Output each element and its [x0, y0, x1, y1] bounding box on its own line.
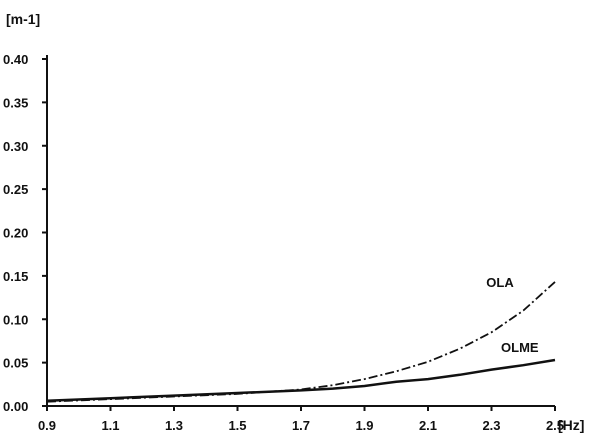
x-tick-label: 1.5: [228, 418, 246, 433]
axes: [46, 55, 555, 407]
x-ticks: 0.9 1.1 1.3 1.5 1.7 1.9 2.1 2.3 2.5: [38, 406, 564, 433]
x-tick-label: 1.1: [101, 418, 119, 433]
x-tick-label: 1.7: [292, 418, 310, 433]
series-label-olme: OLME: [501, 340, 539, 355]
y-tick-label: 0.35: [3, 95, 28, 110]
y-tick-label: 0.40: [3, 52, 28, 67]
y-tick-label: 0.15: [3, 269, 28, 284]
x-tick-label: 2.3: [482, 418, 500, 433]
x-tick-label: 1.3: [165, 418, 183, 433]
series-line-ola: [46, 281, 556, 403]
x-tick-label: 2.5: [546, 418, 564, 433]
series-line-olme: [46, 358, 556, 403]
series-label-ola: OLA: [486, 275, 514, 290]
y-tick-label: 0.00: [3, 399, 28, 414]
y-tick-label: 0.25: [3, 182, 28, 197]
y-tick-label: 0.05: [3, 356, 28, 371]
x-tick-label: 2.1: [419, 418, 437, 433]
y-axis-label: [m-1]: [6, 11, 40, 27]
series-layer: [46, 281, 556, 403]
y-tick-label: 0.30: [3, 139, 28, 154]
x-tick-label: 0.9: [38, 418, 56, 433]
x-tick-label: 1.9: [355, 418, 373, 433]
y-tick-label: 0.20: [3, 226, 28, 241]
y-ticks: 0.00 0.05 0.10 0.15 0.20 0.25 0.30 0.35 0.40: [3, 52, 47, 414]
series-labels: OLA OLME: [486, 275, 539, 355]
x-axis-label: [Hz]: [558, 417, 584, 433]
y-tick-label: 0.10: [3, 312, 28, 327]
